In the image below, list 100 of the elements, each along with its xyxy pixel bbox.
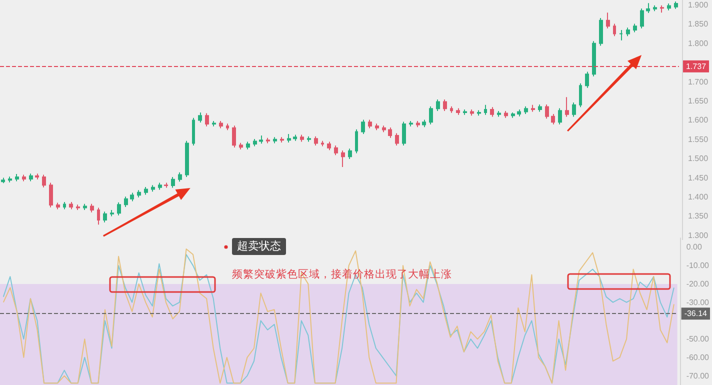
candlestick (63, 201, 66, 210)
candlestick (348, 148, 352, 160)
candlestick (436, 98, 440, 112)
y-tick-label: 1.400 (688, 192, 709, 202)
candlestick (565, 96, 569, 118)
candlestick (477, 110, 481, 116)
candlestick (42, 174, 46, 188)
candlestick (239, 142, 243, 150)
candlestick (633, 23, 637, 33)
y-tick-label: 1.300 (688, 230, 709, 240)
candlestick (545, 104, 549, 120)
candlestick (29, 173, 33, 182)
y-tick-label: 1.450 (688, 173, 709, 182)
candlestick (178, 172, 182, 182)
candlestick (531, 104, 535, 112)
candlestick (484, 104, 487, 116)
candlestick (171, 176, 175, 188)
candlestick (409, 120, 413, 127)
candlestick (259, 135, 263, 144)
candlestick (83, 203, 87, 211)
candlestick (212, 120, 216, 127)
candlestick (334, 145, 338, 156)
candlestick (504, 110, 508, 118)
candlestick (35, 173, 39, 180)
candlestick (103, 211, 107, 223)
candlestick (8, 176, 12, 183)
candlestick (110, 210, 114, 217)
candlestick (572, 102, 576, 118)
candlestick (22, 174, 26, 182)
candlestick (266, 137, 270, 144)
candlestick (585, 71, 589, 88)
candlestick (1, 177, 5, 184)
candlestick (382, 125, 386, 133)
candlestick (185, 140, 189, 178)
candlestick (606, 12, 610, 29)
candlestick (355, 128, 358, 154)
candlestick (558, 108, 562, 125)
y-tick-label: 1.550 (688, 134, 709, 144)
candlestick (538, 104, 542, 112)
y-tick-label: 1.700 (688, 77, 709, 86)
candlestick (280, 136, 284, 143)
candlestick (429, 106, 433, 125)
y-tick-label: -70.00 (686, 371, 710, 380)
candlestick (450, 106, 453, 114)
candlestick (90, 203, 94, 213)
candlestick (192, 117, 195, 146)
candlestick (314, 136, 318, 146)
candlestick (667, 2, 671, 11)
y-tick-label: 1.850 (688, 20, 709, 29)
candlestick (232, 125, 236, 148)
candlestick (626, 27, 630, 37)
candlestick (497, 110, 501, 118)
candlestick (660, 4, 664, 14)
candlestick (422, 119, 426, 128)
candlestick (253, 138, 257, 147)
candlestick (273, 136, 277, 144)
candlestick (158, 182, 162, 190)
candlestick (619, 29, 623, 41)
candlestick (490, 106, 494, 118)
candlestick (653, 4, 657, 12)
candlestick (551, 114, 555, 125)
candlestick (599, 18, 603, 46)
candlestick (97, 207, 100, 226)
candlestick (375, 123, 379, 131)
y-tick-label: -30.00 (686, 298, 710, 307)
candlestick (69, 201, 73, 210)
candlestick (205, 112, 209, 127)
candlestick (56, 202, 60, 210)
y-tick-label: -50.00 (686, 334, 710, 344)
candlestick (15, 173, 19, 182)
candlestick (613, 23, 616, 37)
candlestick (130, 192, 134, 202)
candlestick (321, 140, 324, 147)
candlestick (395, 132, 399, 146)
y-tick-label: 1.500 (688, 154, 709, 164)
candlestick (327, 141, 331, 151)
candlestick (198, 112, 202, 123)
candlestick (293, 134, 297, 142)
candlestick (443, 98, 447, 112)
y-tick-label: -10.00 (686, 261, 710, 270)
candlestick (388, 126, 392, 138)
ref-line-label: -36.14 (684, 309, 708, 318)
y-tick-label: -20.00 (686, 279, 710, 288)
annotation: 超卖状态 (237, 240, 281, 252)
candlestick (246, 141, 250, 150)
candlestick (144, 186, 148, 196)
candlestick (300, 134, 304, 142)
candlestick (117, 202, 121, 216)
y-tick-label: 1.800 (688, 38, 709, 48)
y-tick-label: -60.00 (686, 352, 710, 362)
candlestick (592, 40, 596, 77)
candlestick (226, 123, 229, 131)
candlestick (402, 121, 406, 146)
candlestick (524, 106, 528, 115)
candlestick (137, 190, 141, 198)
candlestick (674, 1, 678, 10)
y-tick-label: 1.900 (688, 0, 709, 10)
candlestick (124, 196, 128, 208)
candlestick (579, 82, 582, 108)
candlestick (361, 119, 365, 135)
